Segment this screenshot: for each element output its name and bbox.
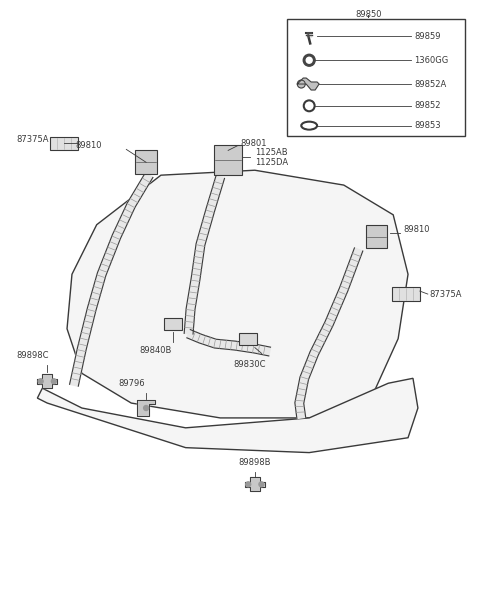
Circle shape xyxy=(303,54,315,66)
Circle shape xyxy=(306,57,312,63)
Polygon shape xyxy=(297,78,319,90)
Text: 89840B: 89840B xyxy=(140,345,172,355)
Polygon shape xyxy=(187,330,271,356)
Ellipse shape xyxy=(305,124,313,127)
Text: 87375A: 87375A xyxy=(17,135,49,144)
Polygon shape xyxy=(137,400,155,416)
Circle shape xyxy=(246,482,251,487)
Bar xyxy=(164,318,182,330)
Text: 89852A: 89852A xyxy=(414,80,446,89)
Circle shape xyxy=(144,405,149,411)
Text: 89810: 89810 xyxy=(403,225,430,234)
Text: 89898B: 89898B xyxy=(239,458,271,467)
Polygon shape xyxy=(67,170,408,418)
Text: 1360GG: 1360GG xyxy=(414,56,448,65)
Text: 89830C: 89830C xyxy=(234,361,266,370)
Text: 89898C: 89898C xyxy=(17,351,49,360)
Bar xyxy=(214,146,242,175)
Circle shape xyxy=(297,80,305,88)
Text: 89853: 89853 xyxy=(414,121,441,130)
Text: 1125AB: 1125AB xyxy=(255,148,288,157)
Text: 89796: 89796 xyxy=(118,379,144,388)
Bar xyxy=(135,150,157,174)
Text: 1125DA: 1125DA xyxy=(255,158,288,167)
Circle shape xyxy=(38,379,43,384)
Bar xyxy=(392,287,420,301)
Text: 89810: 89810 xyxy=(75,141,102,150)
Text: 87375A: 87375A xyxy=(430,289,462,298)
Text: 89801: 89801 xyxy=(240,139,266,148)
Bar xyxy=(239,333,257,345)
Circle shape xyxy=(51,379,56,384)
Polygon shape xyxy=(37,378,418,452)
Polygon shape xyxy=(184,176,225,334)
Bar xyxy=(366,225,387,248)
Bar xyxy=(288,19,466,135)
Text: 89852: 89852 xyxy=(414,101,441,111)
Polygon shape xyxy=(37,374,57,388)
Polygon shape xyxy=(245,477,264,491)
Polygon shape xyxy=(295,248,363,419)
Polygon shape xyxy=(70,173,153,386)
Bar xyxy=(50,137,78,150)
Text: 89859: 89859 xyxy=(414,32,441,41)
Circle shape xyxy=(307,103,312,108)
Circle shape xyxy=(259,482,264,487)
Text: 89850: 89850 xyxy=(355,10,382,19)
